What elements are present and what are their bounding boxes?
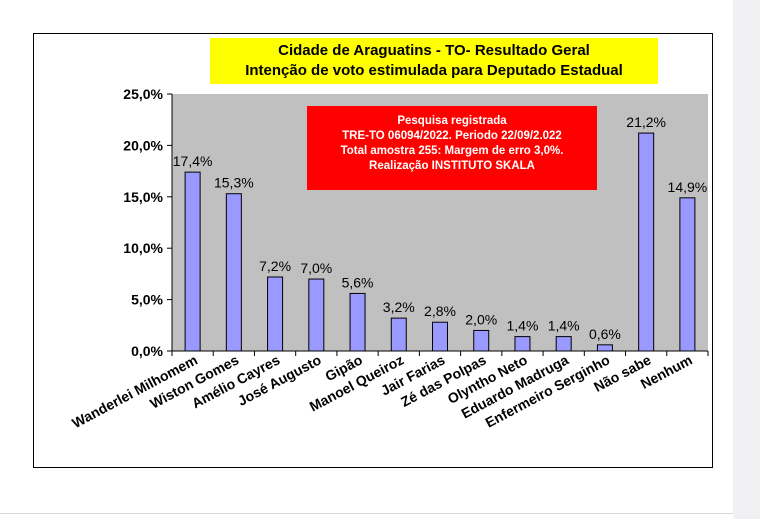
y-tick-label: 10,0% (123, 240, 163, 256)
y-tick-label: 0,0% (131, 343, 163, 359)
y-tick-label: 15,0% (123, 189, 163, 205)
bar (349, 292, 366, 352)
bar (308, 278, 325, 352)
survey-note-line: Total amostra 255: Margem de erro 3,0%. (340, 145, 564, 157)
bar-value-label: 21,2% (626, 114, 666, 130)
page-side-strip (733, 0, 760, 519)
bar (184, 171, 201, 352)
bar-value-label: 2,0% (465, 311, 497, 327)
bar (225, 193, 242, 352)
survey-note-line: Realização INSTITUTO SKALA (369, 160, 535, 172)
bar (473, 329, 490, 352)
bar (596, 344, 613, 352)
bar (432, 321, 448, 352)
bar (514, 336, 531, 352)
bar-value-label: 7,0% (300, 260, 332, 276)
bar-value-label: 17,4% (173, 153, 213, 169)
bar-value-label: 15,3% (214, 175, 254, 191)
bar-value-label: 0,6% (589, 326, 621, 342)
bar-value-label: 5,6% (342, 274, 374, 290)
bar-value-label: 14,9% (668, 179, 708, 195)
bar-value-label: 3,2% (383, 299, 415, 315)
bar-value-label: 7,2% (259, 258, 291, 274)
y-tick-label: 20,0% (123, 137, 163, 153)
survey-note-box: Pesquisa registrada TRE-TO 06094/2022. P… (307, 106, 597, 190)
bar (679, 197, 696, 352)
survey-note-line: Pesquisa registrada (397, 115, 507, 127)
bar (267, 276, 284, 352)
bar (638, 132, 655, 352)
page-bottom-divider (0, 513, 733, 514)
bar-value-label: 1,4% (548, 318, 580, 334)
bar (390, 317, 407, 352)
bar-value-label: 1,4% (507, 318, 539, 334)
chart-subtitle: Intenção de voto estimulada para Deputad… (245, 62, 623, 79)
y-tick-label: 5,0% (131, 292, 163, 308)
chart-title-box: Cidade de Araguatins - TO- Resultado Ger… (210, 38, 658, 84)
chart-title: Cidade de Araguatins - TO- Resultado Ger… (278, 42, 590, 59)
bar (555, 336, 572, 352)
survey-note-line: TRE-TO 06094/2022. Periodo 22/09/2.022 (342, 130, 562, 142)
bar-value-label: 2,8% (424, 303, 456, 319)
y-tick-label: 25,0% (123, 86, 163, 102)
